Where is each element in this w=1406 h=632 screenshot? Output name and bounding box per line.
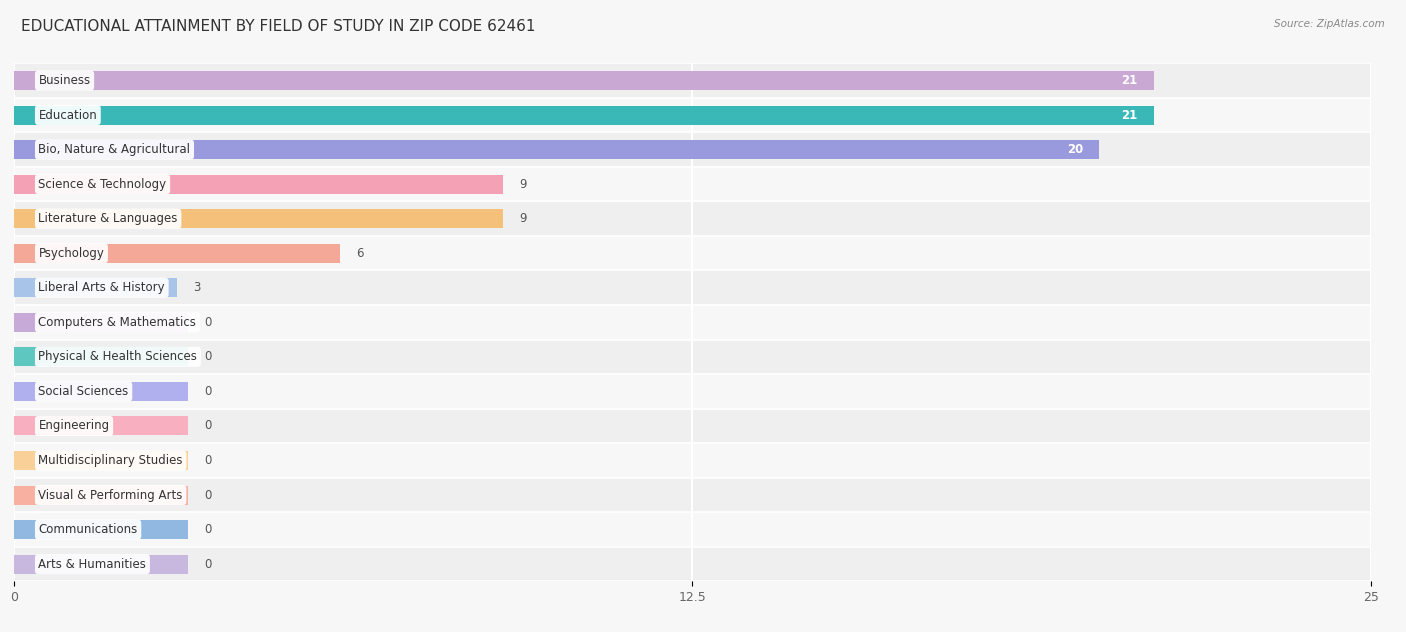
- Text: 0: 0: [204, 420, 211, 432]
- Text: 9: 9: [519, 178, 526, 191]
- Bar: [14, 63, 1371, 98]
- Bar: [14, 374, 1371, 409]
- Bar: [14, 409, 1371, 443]
- Text: Social Sciences: Social Sciences: [38, 385, 129, 398]
- Bar: [14, 416, 188, 435]
- Text: Liberal Arts & History: Liberal Arts & History: [38, 281, 165, 295]
- Bar: [14, 313, 188, 332]
- Text: Communications: Communications: [38, 523, 138, 536]
- Text: 21: 21: [1121, 74, 1137, 87]
- Text: 20: 20: [1067, 143, 1083, 156]
- Bar: [14, 547, 1371, 581]
- Bar: [14, 244, 340, 263]
- Bar: [14, 167, 1371, 202]
- Bar: [14, 305, 1371, 339]
- Bar: [14, 382, 188, 401]
- Bar: [14, 140, 1099, 159]
- Bar: [14, 270, 1371, 305]
- Text: Science & Technology: Science & Technology: [38, 178, 166, 191]
- Bar: [14, 485, 188, 504]
- Text: Psychology: Psychology: [38, 246, 104, 260]
- Text: 0: 0: [204, 385, 211, 398]
- Bar: [14, 451, 188, 470]
- Text: 0: 0: [204, 557, 211, 571]
- Bar: [14, 278, 177, 297]
- Text: Bio, Nature & Agricultural: Bio, Nature & Agricultural: [38, 143, 190, 156]
- Text: 21: 21: [1121, 109, 1137, 121]
- Text: Arts & Humanities: Arts & Humanities: [38, 557, 146, 571]
- Bar: [14, 443, 1371, 478]
- Text: Source: ZipAtlas.com: Source: ZipAtlas.com: [1274, 19, 1385, 29]
- Text: 0: 0: [204, 523, 211, 536]
- Text: 9: 9: [519, 212, 526, 225]
- Text: Computers & Mathematics: Computers & Mathematics: [38, 316, 197, 329]
- Text: Business: Business: [38, 74, 90, 87]
- Text: Education: Education: [38, 109, 97, 121]
- Bar: [14, 348, 188, 367]
- Bar: [14, 209, 502, 228]
- Bar: [14, 339, 1371, 374]
- Text: Physical & Health Sciences: Physical & Health Sciences: [38, 350, 197, 363]
- Text: 0: 0: [204, 489, 211, 502]
- Bar: [14, 236, 1371, 270]
- Text: EDUCATIONAL ATTAINMENT BY FIELD OF STUDY IN ZIP CODE 62461: EDUCATIONAL ATTAINMENT BY FIELD OF STUDY…: [21, 19, 536, 34]
- Text: Multidisciplinary Studies: Multidisciplinary Studies: [38, 454, 183, 467]
- Text: Engineering: Engineering: [38, 420, 110, 432]
- Bar: [14, 555, 188, 574]
- Text: Visual & Performing Arts: Visual & Performing Arts: [38, 489, 183, 502]
- Bar: [14, 71, 1154, 90]
- Bar: [14, 513, 1371, 547]
- Text: 6: 6: [356, 246, 364, 260]
- Bar: [14, 174, 502, 193]
- Text: 0: 0: [204, 454, 211, 467]
- Bar: [14, 106, 1154, 125]
- Text: 0: 0: [204, 350, 211, 363]
- Bar: [14, 202, 1371, 236]
- Bar: [14, 132, 1371, 167]
- Text: 3: 3: [193, 281, 201, 295]
- Bar: [14, 98, 1371, 132]
- Bar: [14, 478, 1371, 513]
- Text: Literature & Languages: Literature & Languages: [38, 212, 177, 225]
- Bar: [14, 520, 188, 539]
- Text: 0: 0: [204, 316, 211, 329]
